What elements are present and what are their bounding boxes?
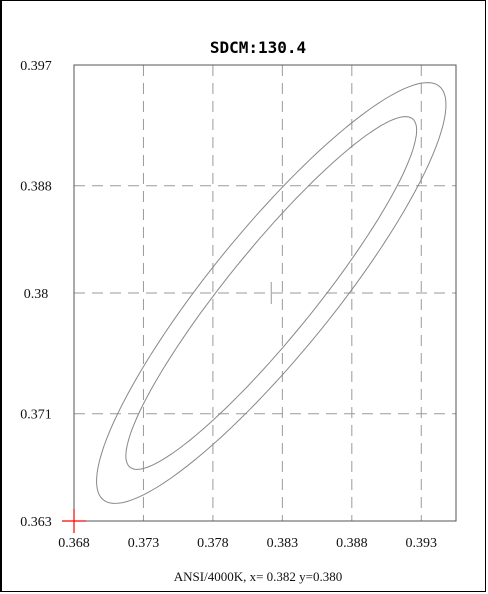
plot-area [73, 64, 457, 522]
y-tick-label: 0.388 [20, 180, 52, 195]
y-tick-label: 0.371 [20, 408, 52, 423]
y-tick-label: 0.363 [20, 515, 52, 530]
x-tick-label: 0.383 [267, 536, 299, 551]
x-tick-label: 0.373 [128, 536, 160, 551]
grid [74, 65, 456, 521]
x-tick-labels: 0.368 0.373 0.378 0.383 0.388 0.393 [58, 536, 437, 551]
x-tick-label: 0.378 [197, 536, 229, 551]
markers [62, 282, 272, 533]
chart-caption: ANSI/4000K, x= 0.382 y=0.380 [174, 569, 343, 584]
y-tick-label: 0.397 [20, 59, 52, 74]
x-tick-label: 0.388 [336, 536, 368, 551]
x-tick-label: 0.368 [58, 536, 90, 551]
ellipses [96, 82, 447, 504]
chart-title: SDCM:130.4 [210, 38, 306, 57]
x-tick-label: 0.393 [406, 536, 438, 551]
ellipse-inner [125, 116, 418, 470]
y-tick-labels: 0.397 0.388 0.38 0.371 0.363 [20, 59, 52, 530]
ellipse-outer [96, 82, 447, 504]
y-tick-label: 0.38 [24, 287, 49, 302]
